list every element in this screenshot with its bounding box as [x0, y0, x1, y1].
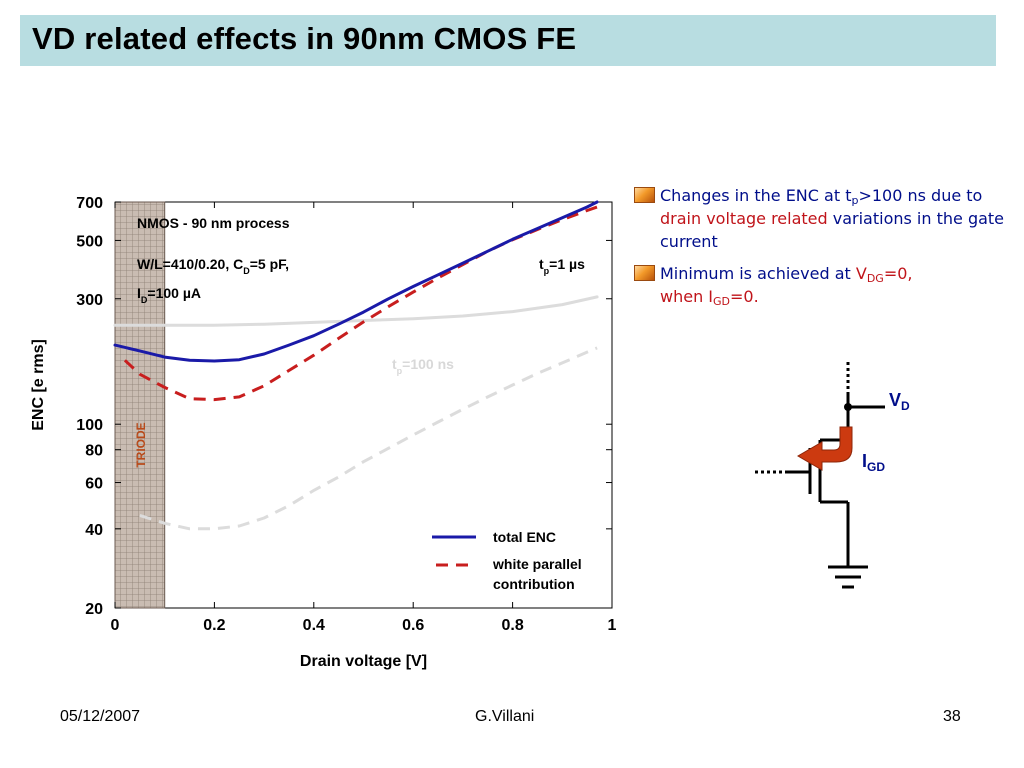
- x-tick-label: 0.6: [402, 617, 424, 634]
- bullet-item-2: Minimum is achieved at VDG=0, when IGD=0.: [634, 262, 1014, 308]
- plot-area: [114, 201, 613, 609]
- series-line-tp100ns-dashed: [139, 346, 598, 531]
- gate-current-arrow-icon: [797, 426, 853, 471]
- y-tick-label: 300: [76, 292, 103, 309]
- x-tick-label: 0.4: [303, 617, 325, 634]
- footer-page: 38: [943, 708, 961, 725]
- y-tick-label: 700: [76, 195, 103, 212]
- bullet-item-1: Changes in the ENC at tp>100 ns due to d…: [634, 184, 1014, 253]
- tp-1us-label: tp=1 µs: [539, 256, 585, 276]
- bullet-marker-icon: [634, 187, 655, 203]
- bullet-list: Changes in the ENC at tp>100 ns due to d…: [634, 184, 1014, 317]
- bullet-2-vdg-rest: =0,: [883, 264, 913, 283]
- bullet-1-sub: p: [851, 194, 859, 207]
- triode-region: [114, 201, 166, 609]
- params-label: W/L=410/0.20, CD=5 pF,: [137, 256, 289, 276]
- drain-node: [844, 403, 852, 411]
- bullet-1-highlight: drain voltage related: [660, 209, 828, 228]
- bullet-1-rest: >100 ns due to: [858, 186, 983, 205]
- triode-label: TRIODE: [134, 422, 148, 467]
- x-tick-label: 0.2: [203, 617, 225, 634]
- footer-date: 05/12/2007: [60, 708, 141, 725]
- y-tick-label: 40: [85, 522, 103, 539]
- legend-label-total-enc: total ENC: [493, 529, 556, 545]
- bullet-2-igd: when I: [660, 287, 714, 306]
- vd-label: VD: [889, 390, 910, 413]
- x-tick-label: 0.8: [501, 617, 523, 634]
- bullet-1-tail: variations in the gate current: [660, 209, 1005, 251]
- legend-label-white-parallel: white parallel: [492, 556, 582, 572]
- y-tick-label: 500: [76, 233, 103, 250]
- y-axis-title: ENC [e rms]: [30, 339, 47, 431]
- series-line-tp1us-solid: [113, 200, 599, 363]
- bullet-1-text: Changes in the ENC at t: [660, 186, 852, 205]
- bullet-marker-icon: [634, 265, 655, 281]
- bullet-2-vdg-sub: DG: [866, 272, 884, 285]
- x-axis-title: Drain voltage [V]: [300, 653, 427, 670]
- y-tick-label: 80: [85, 443, 103, 460]
- slide-title: VD related effects in 90nm CMOS FE: [32, 21, 577, 56]
- bullet-2-igd-rest: =0.: [730, 287, 759, 306]
- footer-author: G.Villani: [475, 708, 535, 725]
- y-tick-label: 20: [85, 601, 103, 618]
- bullet-2-vdg: V: [855, 264, 867, 283]
- x-tick-label: 1: [608, 617, 617, 634]
- tp-100ns-label: tp=100 ns: [392, 356, 454, 376]
- y-tick-label: 60: [85, 476, 103, 493]
- igd-label: IGD: [862, 451, 885, 474]
- bullet-2-igd-sub: GD: [713, 295, 731, 308]
- process-label: NMOS - 90 nm process: [137, 215, 290, 231]
- bullet-2-text: Minimum is achieved at: [660, 264, 856, 283]
- bias-label: ID=100 µA: [137, 285, 201, 305]
- x-tick-label: 0: [111, 617, 120, 634]
- series-line-tp1us-dashed: [123, 205, 598, 402]
- legend-label-contribution: contribution: [493, 576, 575, 592]
- y-tick-label: 100: [76, 417, 103, 434]
- title-bar: VD related effects in 90nm CMOS FE: [20, 15, 996, 66]
